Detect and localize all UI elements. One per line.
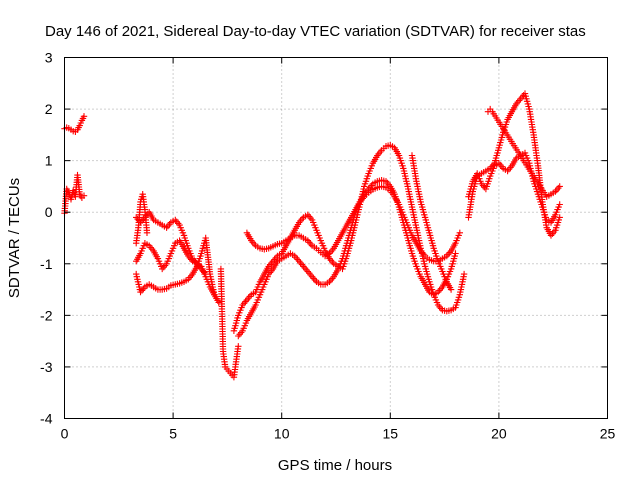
y-tick-label: -2 bbox=[40, 307, 53, 323]
data-point bbox=[556, 214, 563, 221]
data-point bbox=[556, 201, 563, 208]
x-axis-label: GPS time / hours bbox=[278, 457, 392, 474]
data-points bbox=[61, 90, 563, 381]
data-point bbox=[235, 343, 242, 350]
x-tick-label: 15 bbox=[383, 426, 399, 442]
data-point bbox=[556, 183, 563, 190]
y-tick-label: 0 bbox=[45, 204, 53, 220]
chart-title: Day 146 of 2021, Sidereal Day-to-day VTE… bbox=[45, 23, 586, 40]
y-axis-label: SDTVAR / TECUs bbox=[6, 178, 23, 298]
data-point bbox=[460, 270, 468, 278]
y-tick-label: 1 bbox=[45, 153, 53, 169]
y-tick-label: 2 bbox=[45, 101, 53, 117]
x-tick-label: 0 bbox=[61, 426, 69, 442]
x-tick-label: 5 bbox=[169, 426, 177, 442]
data-point bbox=[80, 113, 88, 120]
data-point bbox=[80, 192, 88, 199]
x-tick-label: 25 bbox=[600, 426, 616, 442]
data-point bbox=[456, 229, 463, 236]
y-tick-label: -1 bbox=[40, 256, 53, 272]
plot-frame bbox=[64, 57, 608, 419]
data-point bbox=[211, 291, 218, 298]
y-tick-label: 3 bbox=[45, 50, 53, 66]
x-tick-label: 10 bbox=[274, 426, 290, 442]
axis-ticks: 0 5 10 15 20 25 -4 -3 -2 -1 0 1 2 3 bbox=[40, 50, 615, 442]
data-point bbox=[215, 299, 222, 306]
data-point bbox=[447, 286, 455, 293]
data-point bbox=[143, 229, 151, 236]
y-tick-label: -4 bbox=[40, 411, 53, 427]
y-tick-label: -3 bbox=[40, 359, 53, 375]
x-tick-label: 20 bbox=[491, 426, 507, 442]
data-point bbox=[452, 250, 459, 257]
